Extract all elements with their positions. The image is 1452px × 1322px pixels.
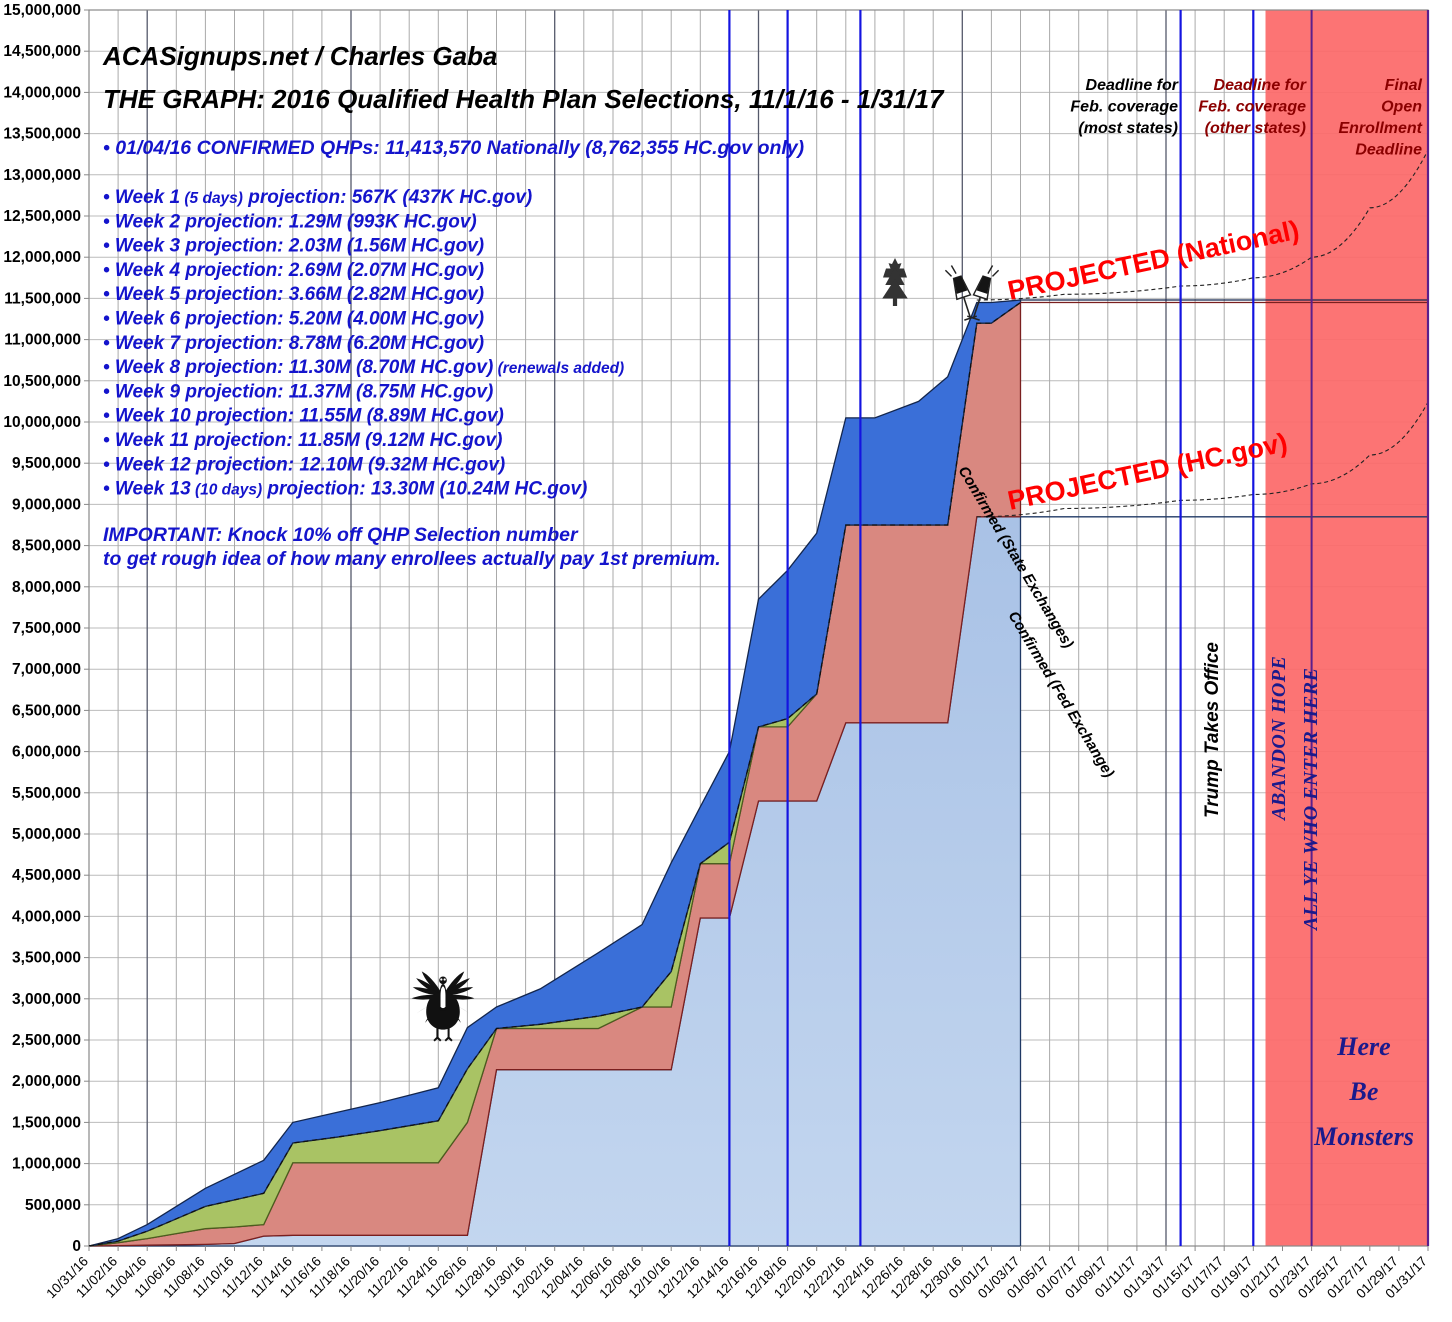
svg-text:10,000,000: 10,000,000 [3,414,81,431]
svg-text:(other states): (other states) [1205,120,1306,137]
svg-text:• Week 5 projection: 3.66M (2.: • Week 5 projection: 3.66M (2.82M HC.gov… [103,284,484,305]
svg-text:ABANDON HOPE: ABANDON HOPE [1268,656,1290,822]
svg-text:• Week 1 (5 days) projection:: • Week 1 (5 days) projection: 567K (437K… [103,187,532,208]
svg-text:500,000: 500,000 [25,1197,81,1214]
svg-text:2,000,000: 2,000,000 [12,1073,81,1090]
svg-text:• Week 7 projection: 8.78M (6.: • Week 7 projection: 8.78M (6.20M HC.gov… [103,333,484,354]
svg-text:(most states): (most states) [1078,120,1178,137]
svg-text:Here: Here [1336,1032,1390,1061]
svg-text:• Week 6 projection: 5.20M (4.: • Week 6 projection: 5.20M (4.00M HC.gov… [103,309,484,330]
svg-text:ACASignups.net / Charles Gaba: ACASignups.net / Charles Gaba [102,41,497,71]
svg-text:• Week 10 projection: 11.55M (: • Week 10 projection: 11.55M (8.89M HC.g… [103,406,504,427]
svg-text:• Week 2 projection: 1.29M (99: • Week 2 projection: 1.29M (993K HC.gov) [103,211,477,232]
svg-text:8,000,000: 8,000,000 [12,579,81,596]
svg-text:ALL YE WHO ENTER HERE: ALL YE WHO ENTER HERE [1300,668,1322,932]
svg-text:10,500,000: 10,500,000 [3,373,81,390]
svg-text:5,000,000: 5,000,000 [12,826,81,843]
svg-text:• 01/04/16 CONFIRMED QHPs: 11,: • 01/04/16 CONFIRMED QHPs: 11,413,570 Na… [103,137,804,159]
svg-text:0: 0 [72,1238,81,1255]
svg-text:Deadline for: Deadline for [1214,77,1307,94]
svg-text:14,500,000: 14,500,000 [3,43,81,60]
svg-text:7,000,000: 7,000,000 [12,661,81,678]
svg-text:12,000,000: 12,000,000 [3,249,81,266]
svg-text:IMPORTANT: Knock 10% off QHP S: IMPORTANT: Knock 10% off QHP Selection n… [103,524,579,546]
svg-text:3,500,000: 3,500,000 [12,950,81,967]
svg-text:4,000,000: 4,000,000 [12,908,81,925]
svg-text:• Week 4 projection: 2.69M (2.: • Week 4 projection: 2.69M (2.07M HC.gov… [103,260,484,281]
svg-text:Feb. coverage: Feb. coverage [1198,99,1306,116]
svg-text:THE GRAPH: 2016 Qualified Heal: THE GRAPH: 2016 Qualified Health Plan Se… [103,84,945,114]
svg-text:12,500,000: 12,500,000 [3,208,81,225]
svg-text:9,000,000: 9,000,000 [12,496,81,513]
svg-text:Final: Final [1385,77,1423,94]
svg-text:• Week 9 projection: 11.37M (8: • Week 9 projection: 11.37M (8.75M HC.go… [103,381,493,402]
svg-text:7,500,000: 7,500,000 [12,620,81,637]
svg-text:to get rough idea of how many: to get rough idea of how many enrollees … [103,548,721,570]
svg-text:15,000,000: 15,000,000 [3,2,81,19]
svg-text:4,500,000: 4,500,000 [12,867,81,884]
svg-text:Monsters: Monsters [1313,1122,1414,1151]
svg-text:6,000,000: 6,000,000 [12,744,81,761]
svg-text:3,000,000: 3,000,000 [12,991,81,1008]
svg-text:Open: Open [1381,99,1422,116]
svg-text:Deadline: Deadline [1355,142,1422,159]
svg-text:• Week 13 (10 days) projection: • Week 13 (10 days) projection: 13.30M (… [103,479,587,500]
svg-text:1,000,000: 1,000,000 [12,1156,81,1173]
svg-text:11,000,000: 11,000,000 [4,332,81,349]
svg-text:13,500,000: 13,500,000 [3,126,81,143]
svg-text:2,500,000: 2,500,000 [12,1032,81,1049]
svg-text:14,000,000: 14,000,000 [3,84,81,101]
svg-text:1,500,000: 1,500,000 [12,1114,81,1131]
svg-text:9,500,000: 9,500,000 [12,455,81,472]
svg-text:• Week 8 projection: 11.30M (8: • Week 8 projection: 11.30M (8.70M HC.go… [103,357,624,378]
svg-text:• Week 11 projection: 11.85M (: • Week 11 projection: 11.85M (9.12M HC.g… [103,430,502,451]
svg-text:• Week 12 projection: 12.10M (: • Week 12 projection: 12.10M (9.32M HC.g… [103,454,505,475]
svg-text:5,500,000: 5,500,000 [12,785,81,802]
svg-text:Be: Be [1349,1077,1379,1106]
svg-text:Enrollment: Enrollment [1338,120,1422,137]
svg-text:13,000,000: 13,000,000 [3,167,81,184]
svg-text:Feb. coverage: Feb. coverage [1070,99,1178,116]
svg-text:Trump Takes Office: Trump Takes Office [1202,642,1223,818]
svg-text:8,500,000: 8,500,000 [12,538,81,555]
svg-text:Deadline for: Deadline for [1086,77,1179,94]
svg-text:• Week 3 projection: 2.03M (1.: • Week 3 projection: 2.03M (1.56M HC.gov… [103,236,484,257]
svg-text:6,500,000: 6,500,000 [12,702,81,719]
svg-text:11,500,000: 11,500,000 [4,290,81,307]
